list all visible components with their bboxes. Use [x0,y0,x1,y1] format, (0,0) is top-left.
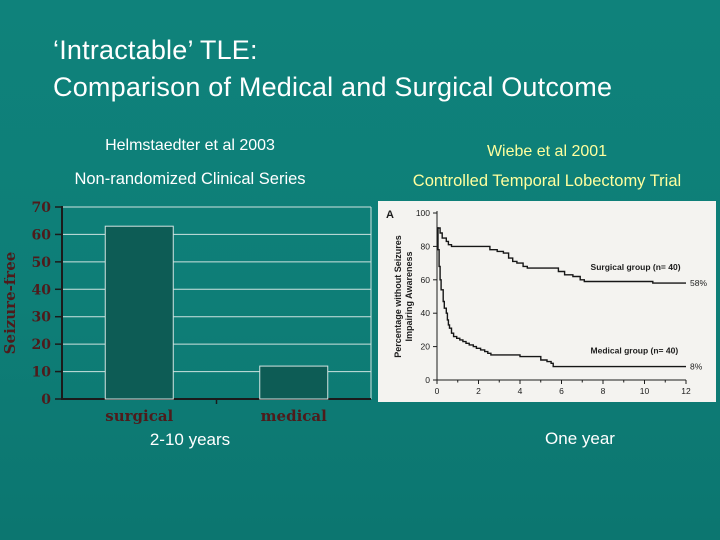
y-tick-label: 60 [32,227,52,243]
y-axis-title: Seizure-free [4,252,19,355]
x-category-label: surgical [105,407,173,425]
bar-medical [259,365,329,400]
series-label: Medical group (n= 40) [591,345,679,355]
x-tick-label: 10 [640,386,650,396]
y-tick-label: 70 [32,200,52,216]
x-tick-label: 8 [601,386,606,396]
x-tick-label: 12 [681,386,691,396]
bar-chart-seizure-free: 0 10 20 30 40 50 60 70 surgical medical Seizure-fr… [4,196,376,432]
left-panel-caption: 2-10 years [149,430,231,449]
y-tick-label: 0 [425,375,430,385]
km-curve-figure: A Percentage without Seizures Impairing Aw… [378,201,716,402]
right-panel-heading: Wiebe et al 2001 [486,143,608,160]
y-tick-label: 20 [32,337,52,353]
y-tick-label: 80 [421,241,431,251]
figure-panel-label: A [386,209,394,221]
y-axis-title-line1: Percentage without Seizures [393,235,403,358]
right-panel-caption: One year [545,429,615,448]
series-label: Surgical group (n= 40) [591,262,681,272]
x-tick-label: 2 [476,386,481,396]
y-tick-label: 100 [416,208,430,218]
y-tick-label: 0 [41,392,51,408]
y-tick-label: 10 [32,365,52,381]
bar-chart-svg: 0 10 20 30 40 50 60 70 surgical medical Seizure-fr… [4,200,372,425]
y-tick-label: 50 [32,255,52,271]
km-chart-svg: A Percentage without Seizures Impairing Aw… [386,208,707,396]
x-tick-label: 0 [435,386,440,396]
slide-title-line1: ‘Intractable’ TLE: [53,35,258,65]
x-category-label: medical [261,407,327,425]
medical-curve [437,227,686,368]
x-tick-label: 6 [559,386,564,396]
slide-title: ‘Intractable’ TLE: Comparison of Medical… [53,32,612,106]
series-end-label: 58% [690,278,707,288]
y-tick-label: 20 [421,342,431,352]
left-panel-subheading: Non-randomized Clinical Series [74,170,306,188]
x-tick-label: 4 [518,386,523,396]
y-tick-label: 40 [421,308,431,318]
y-tick-label: 40 [32,282,52,298]
slide-title-line2: Comparison of Medical and Surgical Outco… [53,72,613,102]
left-panel-heading: Helmstaedter et al 2003 [105,137,275,154]
bar-surgical [104,225,174,400]
y-axis-title-line2: Impairing Awareness [404,251,414,341]
series-end-label: 8% [690,362,703,372]
y-tick-label: 60 [421,275,431,285]
surgical-curve [437,227,686,284]
right-panel-subheading: Controlled Temporal Lobectomy Trial [412,172,682,190]
y-tick-label: 30 [32,310,52,326]
